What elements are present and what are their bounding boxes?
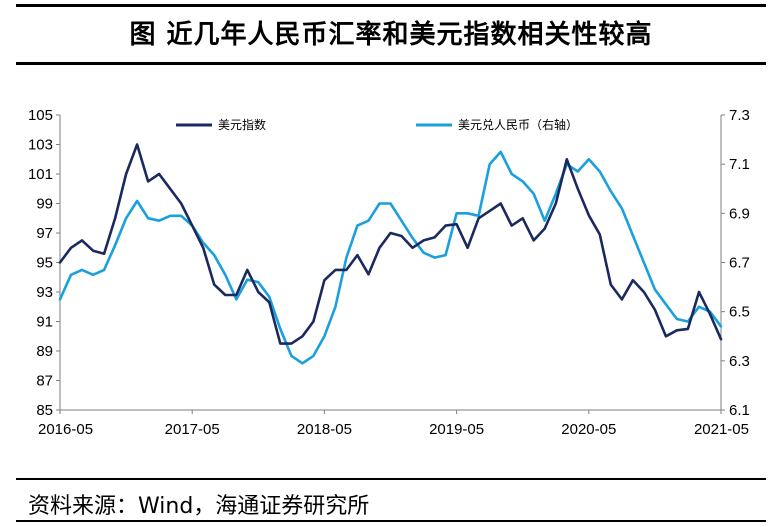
source-note: 资料来源：Wind，海通证券研究所 [28,494,370,519]
right-tick-label: 6.9 [729,205,750,222]
page-title: 图 近几年人民币汇率和美元指数相关性较高 [129,20,653,50]
left-tick-label: 103 [28,137,53,154]
left-tick-label: 95 [36,255,53,272]
right-tick-label: 7.3 [729,107,750,124]
left-tick-label: 97 [36,225,53,242]
right-tick-label: 6.7 [729,255,750,272]
title-bottom-rule [16,62,766,65]
x-tick-label: 2020-05 [561,421,616,438]
x-tick-label: 2021-05 [694,421,749,438]
right-tick-label: 6.5 [729,304,750,321]
series-line-usdcny [58,150,723,365]
left-tick-label: 85 [36,402,53,419]
x-tick-label: 2017-05 [165,421,220,438]
legend-label-usdcny: 美元兑人民币（右轴） [458,117,578,132]
left-tick-label: 89 [36,343,53,360]
right-tick-label: 6.1 [729,402,750,419]
series-layer [58,143,723,365]
title-top-rule [16,4,766,7]
x-tick-label: 2018-05 [297,421,352,438]
x-tick-label: 2019-05 [429,421,484,438]
left-tick-label: 93 [36,284,53,301]
legend-label-usd-index: 美元指数 [218,117,266,132]
left-tick-label: 87 [36,373,53,390]
x-axis: 2016-05 2017-05 2018-05 2019-05 2020-05 2021-… [38,409,749,438]
right-tick-label: 7.1 [729,156,750,173]
legend: 美元指数 美元兑人民币（右轴） [176,117,578,132]
source-top-rule [16,478,766,480]
left-tick-label: 105 [28,107,53,124]
left-tick-label: 91 [36,314,53,331]
left-axis: 105 103 101 99 97 95 93 91 89 87 85 [28,107,61,419]
source-bottom-rule [16,520,766,522]
series-line-usd-index [58,143,723,345]
left-tick-label: 101 [28,166,53,183]
right-axis: 7.3 7.1 6.9 6.7 6.5 6.3 6.1 [720,107,750,419]
left-tick-label: 99 [36,196,53,213]
right-tick-label: 6.3 [729,353,750,370]
x-tick-label: 2016-05 [38,421,93,438]
